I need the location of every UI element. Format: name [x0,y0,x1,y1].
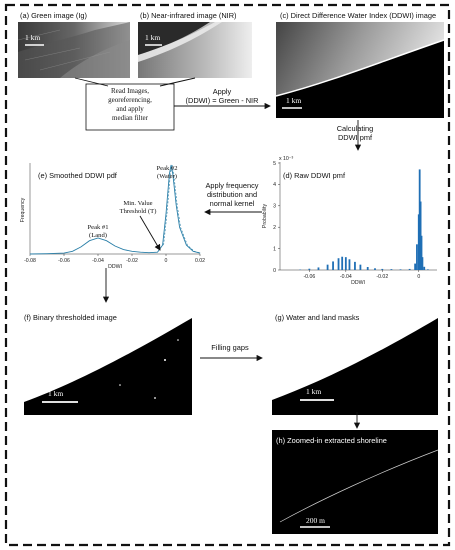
chart-d-bar [337,258,340,270]
chart-d-ylabel: Probability [262,203,268,228]
calc-label-2: DDWI pmf [338,133,373,142]
chart-d-bar [417,214,420,270]
panel-c-title: (c) Direct Difference Water Index (DDWI)… [280,11,436,20]
chart-e-xtick-label: -0.04 [92,258,104,264]
scale-label-b: 1 km [145,33,160,42]
chart-d-bar [420,235,423,270]
chart-d-xtick-label: -0.02 [376,274,388,280]
chart-d-raw-pmf: (d) Raw DDWI pmf x 10⁻³ -0.06 -0.04 -0.02 0… [262,156,437,286]
chart-d-bar [326,264,329,270]
panel-h-title: (h) Zoomed-in extracted shoreline [276,436,387,445]
chart-e-series-curve [29,164,201,255]
chart-d-bar [348,259,351,270]
panel-h-shoreline: (h) Zoomed-in extracted shoreline 200 m [272,430,439,534]
chart-d-bar [416,244,418,270]
chart-e-smoothed-pdf: (e) Smoothed DDWI pdf -0.08 -0.06 -0.04 -0.… [20,163,205,270]
peak1-line-1: Peak #1 [87,224,108,231]
chart-d-bar [426,269,429,270]
threshold-line-1: Min. Value [123,200,152,207]
chart-d-bar [374,268,376,270]
chart-d-ytick-label: 2 [273,225,276,231]
arrow-a-to-box [74,77,109,87]
panel-b-title: (b) Near-infrared image (NIR) [140,11,237,20]
panel-f-title: (f) Binary thresholded image [24,313,117,322]
scale-label-h: 200 m [306,516,325,525]
calc-label-1: Calculating [337,124,374,133]
arrow-b-to-box [159,77,196,87]
panel-a-green-image: 1 km (a) Green image (Ig) [17,11,130,78]
chart-d-xtick-label: 0 [417,274,420,280]
dashed-frame [4,3,451,547]
chart-d-bar [423,266,426,270]
chart-e-series-dashed [163,164,202,254]
chart-d-bar [419,201,422,270]
chart-e-xtick-label: -0.02 [126,258,138,264]
read-box-line-1: Read Images, [111,87,149,95]
peak2-line-1: Peak #2 [156,165,177,172]
chart-d-bar [399,269,402,270]
freq-label-1: Apply frequency [206,181,259,190]
chart-e-xtick-label: 0 [165,258,168,264]
chart-d-bar [341,256,344,270]
read-box-line-3: and apply [116,105,144,113]
chart-e-xtick-label: -0.06 [58,258,70,264]
panel-c-ddwi-image: 1 km (c) Direct Difference Water Index (… [275,11,445,118]
peak1-line-2: (Land) [89,232,107,239]
chart-d-bar [359,264,362,270]
chart-d-bar [381,268,384,270]
chart-d-xtick-label: -0.04 [340,274,352,280]
chart-e-xtick-label: 0.02 [195,258,205,264]
apply-label-2: (DDWI) = Green - NIR [186,96,259,105]
chart-d-bar [317,267,320,270]
threshold-arrow [139,215,161,251]
freq-label-2: distribution and [207,190,257,199]
panel-g-title: (g) Water and land masks [275,313,360,322]
chart-d-bar [421,257,424,270]
chart-e-xlabel: DDWI [108,264,122,270]
fill-gaps-label: Filling gaps [211,343,249,352]
chart-d-bar [308,268,311,270]
panel-a-title: (a) Green image (Ig) [20,11,87,20]
apply-label-1: Apply [213,87,232,96]
read-images-step: Read Images, georeferencing, and apply m… [85,83,175,131]
chart-d-ytick-label: 1 [273,246,276,252]
read-box-line-4: median filter [112,114,149,122]
chart-e-title: (e) Smoothed DDWI pdf [38,171,118,180]
threshold-line-2: Threshold (T) [120,208,157,215]
chart-d-xlabel: DDWI [351,280,365,286]
chart-d-title: (d) Raw DDWI pmf [283,171,346,180]
read-box-line-2: georeferencing, [108,96,152,104]
chart-d-ytick-label: 3 [273,204,276,210]
chart-d-bar [408,268,411,270]
chart-d-exponent: x 10⁻³ [279,156,294,162]
chart-d-xtick-label: -0.06 [303,274,315,280]
chart-d-bar [366,267,369,270]
chart-d-ytick-label: 5 [273,161,276,167]
chart-d-bar [414,263,417,270]
chart-d-ytick-label: 4 [273,182,276,188]
scale-label-c: 1 km [286,96,301,105]
chart-d-bar [354,261,356,270]
chart-d-bar [390,269,393,270]
chart-d-ytick-label: 0 [273,268,276,274]
chart-d-bar [332,261,334,270]
panel-f-binary-image: (f) Binary thresholded image 1 km [24,313,192,415]
scale-label-f: 1 km [48,389,63,398]
panel-g-masks: (g) Water and land masks 1 km [272,313,438,415]
chart-d-bar [344,257,347,270]
chart-e-ylabel: Frequency [20,197,26,222]
panel-b-nir-image: 1 km (b) Near-infrared image (NIR) [138,11,252,78]
peak2-line-2: (Water) [157,173,177,180]
chart-e-xtick-label: -0.08 [24,258,36,264]
freq-label-3: normal kernel [210,199,255,208]
scale-label-g: 1 km [306,387,321,396]
chart-d-bar [418,169,421,270]
scale-label-a: 1 km [25,33,40,42]
